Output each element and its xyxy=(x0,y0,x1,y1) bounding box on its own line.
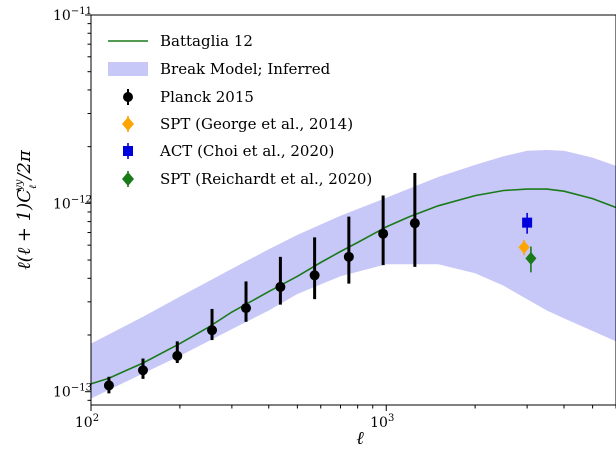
x-axis-ticks: 102 103 xyxy=(75,405,616,431)
legend-label-break-model: Break Model; Inferred xyxy=(160,60,331,78)
data-points xyxy=(103,172,537,394)
legend-item-spt-george: SPT (George et al., 2014) xyxy=(122,115,353,133)
data-point xyxy=(103,380,114,391)
data-point xyxy=(207,325,218,336)
y-tick-base: 10 xyxy=(53,196,71,212)
legend-item-act: ACT (Choi et al., 2020) xyxy=(123,142,334,160)
y-tick-label: 10−11 xyxy=(53,6,92,24)
legend-label-planck: Planck 2015 xyxy=(160,88,254,106)
y-axis-label-tail: /2π xyxy=(14,149,35,182)
x-tick-exponent: 2 xyxy=(93,413,99,424)
y-tick-exponent: −12 xyxy=(71,194,92,205)
x-tick-base: 10 xyxy=(75,415,93,431)
data-point xyxy=(343,251,354,262)
y-tick-base: 10 xyxy=(53,385,71,401)
x-tick-label: 102 xyxy=(75,413,99,431)
legend-item-planck: Planck 2015 xyxy=(123,88,254,106)
data-point xyxy=(522,217,533,228)
battaglia-12-line xyxy=(91,188,616,385)
plot-area xyxy=(91,150,616,399)
data-point xyxy=(378,228,389,239)
data-point xyxy=(275,281,286,292)
break-model-band xyxy=(91,150,616,399)
x-tick-base: 10 xyxy=(370,415,388,431)
y-axis-label: ℓ(ℓ + 1)Cℓyy/2π xyxy=(14,149,39,270)
legend-item-spt-reichardt: SPT (Reichardt et al., 2020) xyxy=(122,170,372,188)
legend-circle-marker xyxy=(123,92,133,102)
legend-square-marker xyxy=(123,146,133,156)
legend-item-break-model: Break Model; Inferred xyxy=(108,60,331,78)
data-point xyxy=(172,350,183,361)
y-tick-exponent: −11 xyxy=(71,6,92,17)
data-point xyxy=(137,365,148,376)
legend-label-spt-george: SPT (George et al., 2014) xyxy=(160,115,353,133)
legend-diamond-marker xyxy=(122,172,134,186)
y-axis-label-sub: ℓ xyxy=(28,185,39,189)
plot-frame xyxy=(90,14,616,406)
legend: Battaglia 12 Break Model; Inferred Planc… xyxy=(108,32,372,188)
data-point xyxy=(309,270,320,281)
data-point xyxy=(518,240,530,254)
y-axis-label-main: ℓ(ℓ + 1)C xyxy=(14,189,35,270)
x-tick-label: 103 xyxy=(370,413,394,431)
y-tick-label: 10−13 xyxy=(53,383,92,401)
legend-band-swatch xyxy=(108,62,148,76)
legend-diamond-marker xyxy=(122,117,134,131)
data-point xyxy=(241,303,252,314)
x-axis-label: ℓ xyxy=(356,428,364,449)
y-tick-exponent: −13 xyxy=(71,383,92,394)
legend-label-spt-reichardt: SPT (Reichardt et al., 2020) xyxy=(160,170,372,188)
data-point xyxy=(525,251,537,265)
legend-label-battaglia: Battaglia 12 xyxy=(160,32,253,50)
y-axis-label-sup: yy xyxy=(14,179,25,192)
y-tick-label: 10−12 xyxy=(53,194,92,212)
y-tick-base: 10 xyxy=(53,8,71,24)
legend-item-battaglia: Battaglia 12 xyxy=(108,32,253,50)
x-tick-exponent: 3 xyxy=(388,413,394,424)
data-point xyxy=(409,218,420,229)
legend-label-act: ACT (Choi et al., 2020) xyxy=(159,142,334,160)
